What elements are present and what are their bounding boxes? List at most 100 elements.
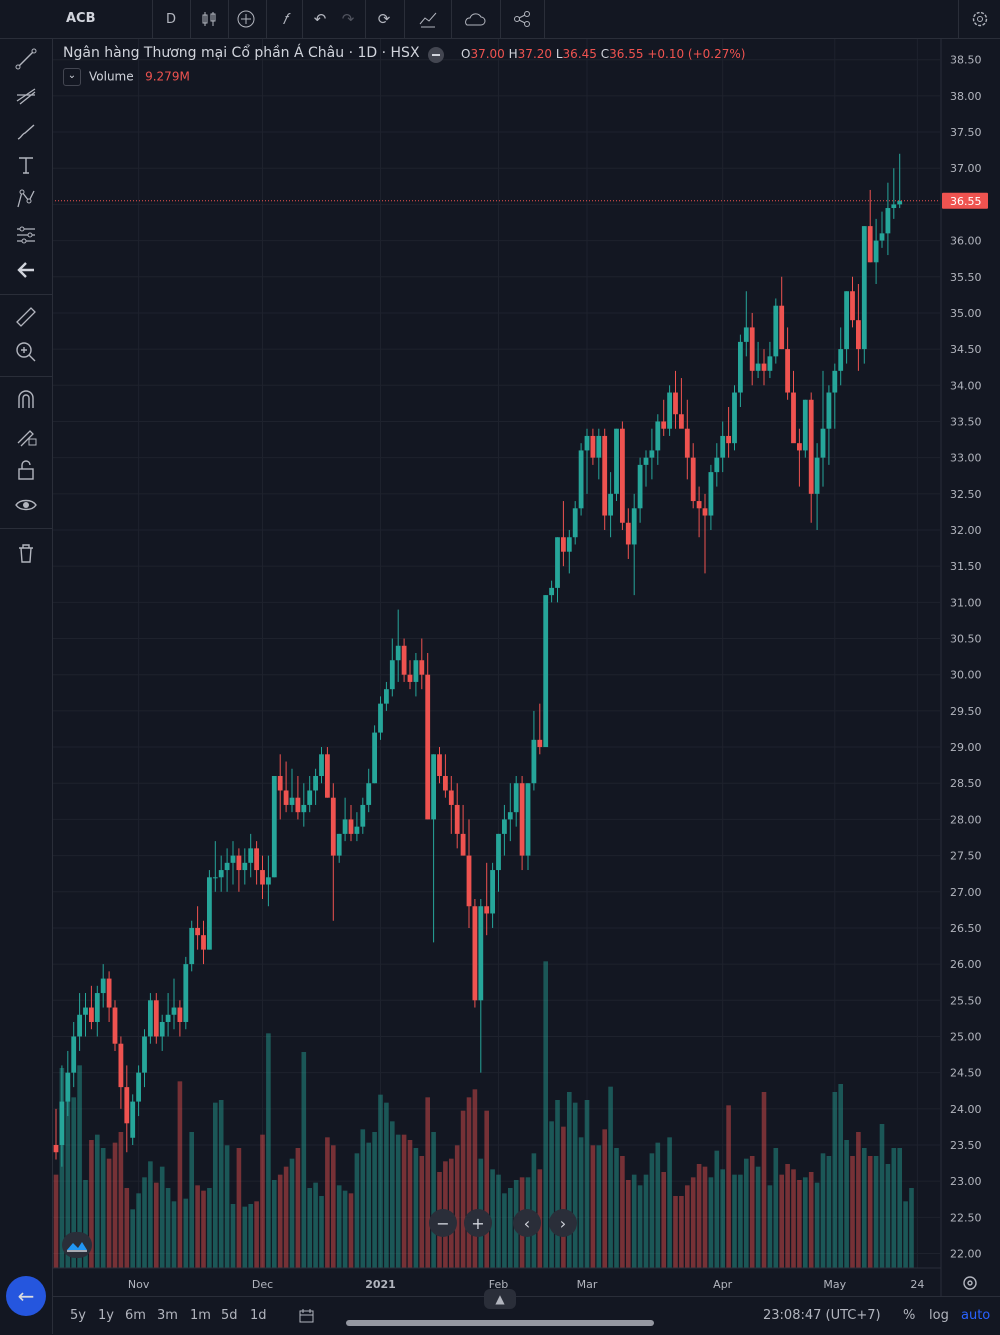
zoom-out-button[interactable]: − <box>429 1209 457 1237</box>
volume-bar <box>761 1092 767 1268</box>
log-toggle[interactable]: log <box>929 1308 949 1323</box>
interval-button[interactable]: D <box>165 11 176 27</box>
bottom-toolbar: 5y 1y 6m 3m 1m 5d 1d 23:08:47 (UTC+7) % … <box>53 1296 1000 1335</box>
trend-line-icon[interactable] <box>10 44 42 74</box>
volume-bar <box>679 1196 684 1268</box>
candle <box>502 804 507 856</box>
candle <box>384 681 389 711</box>
candle <box>407 660 413 690</box>
candle <box>313 768 318 805</box>
volume-bar <box>626 1180 631 1268</box>
volume-bar <box>336 1185 342 1268</box>
candle <box>702 493 708 574</box>
unlock-icon[interactable] <box>10 455 42 485</box>
range-1d[interactable]: 1d <box>250 1308 267 1323</box>
price-tick-label: 38.50 <box>950 54 982 67</box>
price-tick-label: 23.50 <box>950 1139 982 1152</box>
indicators-icon[interactable] <box>415 6 441 32</box>
volume-bar <box>820 1153 826 1268</box>
volume-bar <box>590 1145 596 1268</box>
cloud-icon[interactable] <box>462 6 488 32</box>
candle <box>673 370 678 429</box>
volume-bar <box>242 1206 248 1268</box>
candle <box>431 754 436 943</box>
volume-bar <box>767 1185 773 1268</box>
zoom-in-icon[interactable] <box>10 337 42 367</box>
volume-bar <box>366 1142 371 1268</box>
volume-bar <box>95 1134 100 1268</box>
chevron-down-icon[interactable]: ⌄ <box>63 68 81 86</box>
volume-bar <box>797 1180 802 1268</box>
magnet-icon[interactable] <box>10 385 42 415</box>
range-6m[interactable]: 6m <box>125 1308 146 1323</box>
fx-icon[interactable]: 𝑓 <box>282 10 288 28</box>
candle <box>602 428 608 530</box>
candle <box>437 747 442 784</box>
last-price-label: 36.55 <box>950 195 982 208</box>
text-tool-icon[interactable] <box>10 150 42 180</box>
volume-bar <box>301 1052 307 1268</box>
candles-icon[interactable] <box>196 6 222 32</box>
price-tick-label: 34.50 <box>950 343 982 356</box>
tradingview-logo-icon[interactable] <box>62 1232 92 1258</box>
prediction-icon[interactable] <box>10 220 42 250</box>
hide-legend-icon[interactable] <box>428 47 444 63</box>
candle <box>389 638 395 697</box>
volume-bar <box>862 1148 867 1268</box>
chevron-up-icon[interactable]: ▲ <box>484 1289 516 1309</box>
volume-bar <box>165 1188 171 1268</box>
lock-drawing-icon[interactable] <box>10 420 42 450</box>
volume-bar <box>65 1084 71 1268</box>
volume-bar <box>490 1169 495 1268</box>
ruler-icon[interactable] <box>10 302 42 332</box>
percent-toggle[interactable]: % <box>903 1308 916 1323</box>
candle <box>684 399 690 480</box>
price-tick-label: 25.50 <box>950 994 982 1007</box>
scroll-right-button[interactable]: › <box>549 1209 577 1237</box>
brush-icon[interactable] <box>10 116 42 146</box>
volume-bar <box>578 1137 584 1268</box>
candle <box>667 385 672 436</box>
symbol-search[interactable]: ACB <box>66 11 96 26</box>
range-3m[interactable]: 3m <box>157 1308 178 1323</box>
candle <box>100 964 106 1008</box>
volume-bar <box>154 1182 159 1268</box>
scroll-left-button[interactable]: ‹ <box>513 1209 541 1237</box>
candle <box>525 783 531 871</box>
candle <box>720 421 726 473</box>
range-5d[interactable]: 5d <box>221 1308 238 1323</box>
share-icon[interactable] <box>509 6 535 32</box>
pattern-icon[interactable] <box>10 184 42 214</box>
trash-icon[interactable] <box>10 538 42 568</box>
clock[interactable]: 23:08:47 (UTC+7) <box>763 1308 881 1323</box>
eye-icon[interactable] <box>10 490 42 520</box>
zoom-in-button[interactable]: + <box>464 1209 492 1237</box>
candle <box>472 899 478 1008</box>
candle <box>519 776 525 871</box>
goto-date-icon[interactable] <box>298 1308 316 1328</box>
range-5y[interactable]: 5y <box>70 1308 86 1323</box>
range-1m[interactable]: 1m <box>190 1308 211 1323</box>
series-title[interactable]: Ngân hàng Thương mại Cổ phần Á Châu · 1D… <box>63 45 420 61</box>
auto-toggle[interactable]: auto <box>961 1308 991 1323</box>
candle <box>224 848 230 892</box>
add-icon[interactable] <box>233 6 259 32</box>
volume-bar <box>732 1174 737 1268</box>
volume-bar <box>354 1153 360 1268</box>
volume-bar <box>661 1172 666 1268</box>
back-arrow-icon[interactable]: ← <box>6 1276 46 1316</box>
volume-bar <box>100 1148 106 1268</box>
settings-icon[interactable] <box>967 6 993 32</box>
price-tick-label: 29.00 <box>950 741 982 754</box>
range-1y[interactable]: 1y <box>98 1308 114 1323</box>
candle <box>490 862 495 928</box>
redo-icon[interactable]: ↷ <box>341 10 355 28</box>
replay-icon[interactable]: ⟳ <box>377 10 391 28</box>
undo-icon[interactable]: ↶ <box>313 10 327 28</box>
volume-bar <box>136 1193 141 1268</box>
volume-bar <box>891 1148 897 1268</box>
arrow-left-icon[interactable] <box>10 255 42 285</box>
fib-retracement-icon[interactable] <box>10 80 42 110</box>
candle <box>372 725 377 784</box>
